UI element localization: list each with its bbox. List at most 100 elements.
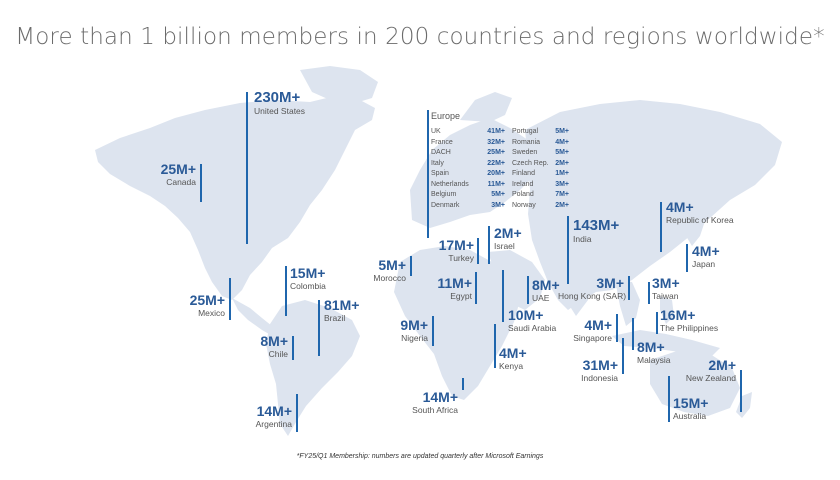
region-name: Republic of Korea	[666, 215, 734, 225]
region-new-zealand: 2M+ New Zealand	[674, 358, 736, 383]
region-value: 25M+	[160, 161, 196, 177]
region-value: 4M+	[692, 243, 720, 259]
region-value: 14M+	[422, 389, 458, 405]
region-name: Egypt	[450, 291, 472, 301]
republic-of-korea-bar	[660, 202, 662, 252]
region-name: Japan	[692, 259, 716, 269]
saudi-arabia-bar	[502, 270, 504, 322]
region-value: 3M+	[652, 275, 680, 291]
europe-country: Portugal	[512, 128, 539, 135]
europe-value: 5M+	[555, 149, 569, 156]
region-value: 230M+	[254, 89, 301, 106]
india-landmass	[560, 238, 600, 316]
australia-bar	[668, 376, 670, 422]
region-singapore: 4M+ Singapore	[562, 318, 612, 343]
north-america-landmass	[95, 96, 375, 300]
region-value: 4M+	[584, 317, 612, 333]
uae-bar	[527, 276, 529, 304]
region-name: United States	[254, 106, 306, 116]
europe-value: 4M+	[555, 138, 569, 146]
europe-value: 3M+	[491, 201, 505, 209]
region-value: 2M+	[708, 357, 736, 373]
europe-value: 1M+	[555, 170, 569, 177]
philippines-landmass	[660, 296, 674, 324]
europe-country: Denmark	[431, 201, 460, 209]
region-name: Israel	[494, 241, 515, 251]
europe-country: Netherlands	[431, 180, 469, 188]
region-value: 81M+	[324, 297, 360, 313]
region-value: 10M+	[508, 307, 544, 323]
region-value: 16M+	[660, 307, 696, 323]
region-australia: 15M+ Australia	[673, 396, 708, 421]
morocco-bar	[410, 256, 412, 276]
region-value: 9M+	[400, 317, 428, 333]
mexico-bar	[229, 278, 231, 320]
region-name: Brazil	[324, 313, 346, 323]
europe-value: 20M+	[487, 170, 505, 177]
region-republic-of-korea: 4M+ Republic of Korea	[666, 200, 734, 225]
footnote: *FY25/Q1 Membership: numbers are updated…	[296, 453, 544, 460]
southeast-asia-landmass	[615, 280, 640, 326]
region-name: South Africa	[412, 405, 458, 415]
region-name: Kenya	[499, 361, 524, 371]
europe-country: Finland	[512, 170, 535, 177]
japan-bar	[686, 244, 688, 272]
europe-country: Poland	[512, 191, 534, 198]
europe-country: Spain	[431, 170, 449, 177]
region-malaysia: 8M+ Malaysia	[637, 340, 671, 365]
europe-breakdown: Europe UK 41M+ Portugal 5M+ France 32M+ …	[431, 111, 569, 209]
region-name: Taiwan	[652, 291, 679, 301]
india-bar	[567, 216, 569, 284]
region-name: The Philippines	[660, 323, 719, 333]
region-india: 143M+ India	[573, 218, 619, 244]
region-name: Singapore	[573, 333, 612, 343]
singapore-bar	[616, 314, 618, 342]
region-name: Saudi Arabia	[508, 323, 557, 333]
region-egypt: 11M+ Egypt	[420, 276, 472, 301]
malaysia-bar	[632, 318, 634, 350]
south-america-landmass	[266, 300, 360, 436]
brazil-bar	[318, 300, 320, 356]
region-kenya: 4M+ Kenya	[499, 346, 527, 371]
region-name: Chile	[268, 349, 288, 359]
europe-value: 3M+	[555, 180, 569, 188]
region-value: 15M+	[673, 395, 709, 411]
region-chile: 8M+ Chile	[240, 334, 288, 359]
region-value: 5M+	[378, 257, 406, 273]
europe-country: Italy	[431, 159, 444, 167]
region-japan: 4M+ Japan	[692, 244, 720, 269]
new-zealand-bar	[740, 370, 742, 412]
europe-value: 2M+	[555, 159, 569, 167]
region-turkey: 17M+ Turkey	[424, 238, 474, 263]
europe-country: DACH	[431, 149, 451, 156]
argentina-bar	[296, 394, 298, 432]
chile-bar	[292, 336, 294, 360]
region-value: 15M+	[290, 265, 326, 281]
region-united-states: 230M+ United States	[254, 90, 305, 116]
region-name: Malaysia	[637, 355, 671, 365]
region-israel: 2M+ Israel	[494, 226, 522, 251]
europe-title: Europe	[431, 111, 461, 121]
europe-bar	[427, 110, 429, 238]
region-value: 4M+	[666, 199, 694, 215]
arabia-landmass	[488, 250, 545, 310]
indonesia-landmass	[612, 330, 720, 356]
region-name: UAE	[532, 293, 550, 303]
europe-value: 25M+	[487, 149, 505, 156]
greenland-landmass	[300, 66, 378, 104]
europe-country: Czech Rep.	[512, 159, 549, 167]
scandinavia-landmass	[460, 92, 512, 122]
europe-country: UK	[431, 128, 441, 135]
region-canada: 25M+ Canada	[146, 162, 196, 187]
europe-value: 5M+	[555, 128, 569, 135]
europe-country: Sweden	[512, 149, 538, 156]
europe-value: 41M+	[487, 128, 505, 135]
region-value: 25M+	[189, 292, 225, 308]
new-zealand-landmass	[736, 392, 752, 418]
israel-bar	[488, 226, 490, 264]
region-indonesia: 31M+ Indonesia	[570, 358, 618, 383]
region-name: Mexico	[198, 308, 225, 318]
taiwan-bar	[648, 282, 650, 304]
region-morocco: 5M+ Morocco	[360, 258, 406, 283]
europe-country: Belgium	[431, 191, 457, 198]
